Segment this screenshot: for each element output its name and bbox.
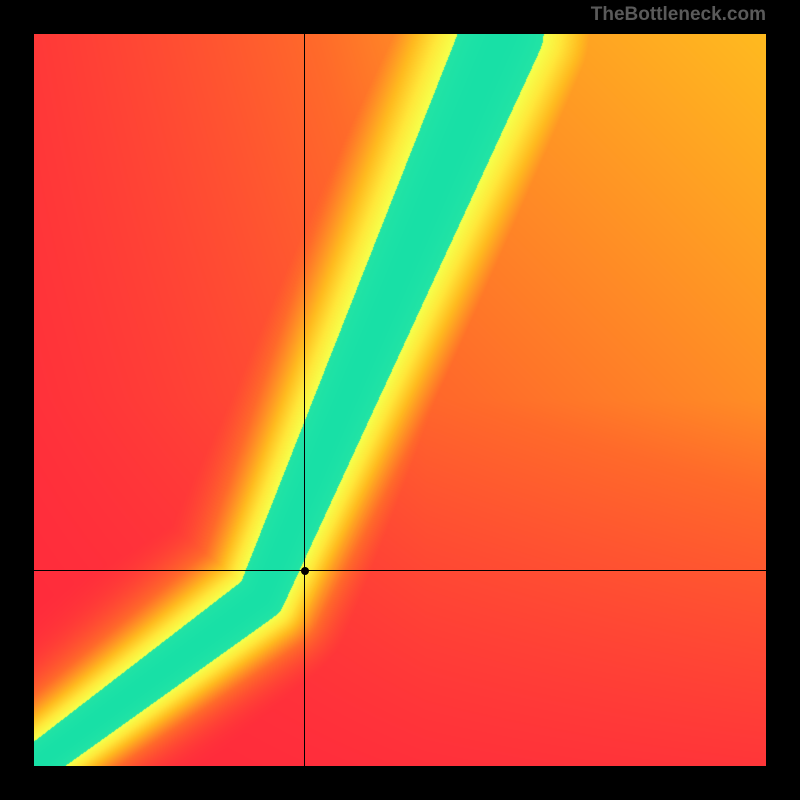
crosshair-vertical <box>304 34 305 766</box>
heatmap-plot <box>34 34 766 766</box>
heatmap-canvas <box>34 34 766 766</box>
crosshair-horizontal <box>34 570 766 571</box>
watermark-text: TheBottleneck.com <box>591 4 766 26</box>
crosshair-marker-dot <box>301 567 309 575</box>
